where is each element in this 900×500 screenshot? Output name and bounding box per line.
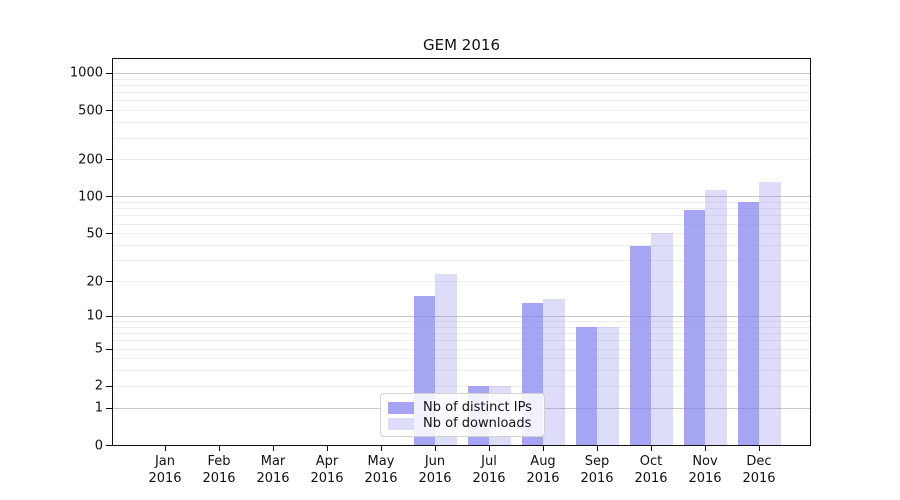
- minor-gridline: [113, 92, 810, 94]
- y-tick-label: 200: [78, 152, 103, 168]
- x-tick-mark: [435, 445, 436, 451]
- minor-gridline: [113, 202, 810, 204]
- minor-gridline: [113, 340, 810, 342]
- x-tick-mark: [273, 445, 274, 451]
- x-tick-label: Jul 2016: [472, 454, 506, 486]
- x-tick-label: Aug 2016: [526, 454, 560, 486]
- major-gridline: [113, 72, 810, 74]
- x-tick-label: Jun 2016: [418, 454, 452, 486]
- y-tick-mark: [106, 196, 113, 198]
- y-tick-mark: [106, 348, 113, 350]
- y-tick-mark: [106, 407, 113, 409]
- x-tick-label: Sep 2016: [580, 454, 614, 486]
- legend: Nb of distinct IPs Nb of downloads: [380, 393, 545, 437]
- bar-distinct-ips: [683, 209, 705, 445]
- major-gridline: [113, 196, 810, 198]
- y-tick-label: 5: [94, 341, 103, 357]
- minor-gridline: [113, 159, 810, 161]
- y-tick-label: 50: [86, 226, 103, 242]
- minor-gridline: [113, 321, 810, 322]
- x-tick-mark: [759, 445, 760, 451]
- y-tick-mark: [106, 233, 113, 235]
- minor-gridline: [113, 260, 810, 262]
- x-tick-mark: [219, 445, 220, 451]
- bar-distinct-ips: [629, 246, 651, 445]
- bar-downloads: [705, 189, 727, 445]
- legend-label-downloads: Nb of downloads: [423, 416, 532, 431]
- x-tick-label: Feb 2016: [202, 454, 236, 486]
- minor-gridline: [113, 208, 810, 210]
- plot-area: Nb of distinct IPs Nb of downloads 0 1 2 5 1…: [70, 58, 811, 486]
- minor-gridline: [113, 122, 810, 124]
- y-tick-label: 20: [86, 274, 103, 290]
- minor-gridline: [113, 370, 810, 372]
- y-tick-mark: [106, 385, 113, 387]
- minor-gridline: [113, 385, 810, 387]
- chart-title: GEM 2016: [423, 36, 500, 54]
- bar-downloads: [597, 326, 619, 445]
- minor-gridline: [113, 348, 810, 350]
- x-tick-mark: [489, 445, 490, 451]
- major-gridline: [113, 315, 810, 317]
- y-tick-label: 100: [78, 189, 103, 205]
- minor-gridline: [113, 281, 810, 283]
- y-tick-label: 10: [86, 308, 103, 324]
- x-tick-mark: [597, 445, 598, 451]
- x-tick-label: May 2016: [364, 454, 398, 486]
- x-tick-mark: [381, 445, 382, 451]
- x-tick-label: Nov 2016: [688, 454, 722, 486]
- y-tick-mark: [106, 445, 113, 446]
- x-tick-mark: [705, 445, 706, 451]
- legend-item-downloads: Nb of downloads: [388, 416, 536, 431]
- y-tick-label: 500: [78, 103, 103, 119]
- y-tick-label: 2: [94, 378, 103, 394]
- x-tick-mark: [543, 445, 544, 451]
- minor-gridline: [113, 326, 810, 328]
- y-tick-mark: [106, 159, 113, 161]
- legend-label-distinct-ips: Nb of distinct IPs: [423, 400, 532, 415]
- y-tick-label: 0: [94, 438, 103, 453]
- minor-gridline: [113, 333, 810, 335]
- minor-gridline: [113, 110, 810, 112]
- bar-distinct-ips: [737, 202, 759, 445]
- minor-gridline: [113, 84, 810, 86]
- minor-gridline: [113, 245, 810, 246]
- x-tick-label: Apr 2016: [310, 454, 344, 486]
- x-tick-mark: [327, 445, 328, 451]
- bar-downloads: [759, 182, 781, 445]
- minor-gridline: [113, 215, 810, 217]
- bar-distinct-ips: [575, 326, 597, 445]
- y-tick-mark: [106, 281, 113, 283]
- legend-swatch-distinct-ips: [388, 401, 414, 414]
- x-tick-label: Oct 2016: [634, 454, 668, 486]
- x-tick-label: Jan 2016: [148, 454, 182, 486]
- bar-downloads: [543, 299, 565, 445]
- minor-gridline: [113, 358, 810, 360]
- x-tick-label: Dec 2016: [742, 454, 776, 486]
- y-tick-mark: [106, 315, 113, 317]
- y-tick-label: 1000: [69, 65, 103, 81]
- y-tick-label: 1: [94, 400, 103, 416]
- minor-gridline: [113, 223, 810, 225]
- minor-gridline: [113, 233, 810, 235]
- x-tick-mark: [165, 445, 166, 451]
- y-tick-mark: [106, 110, 113, 112]
- x-tick-mark: [651, 445, 652, 451]
- y-tick-mark: [106, 72, 113, 74]
- minor-gridline: [113, 137, 810, 139]
- bar-downloads: [651, 233, 673, 445]
- minor-gridline: [113, 100, 810, 102]
- minor-gridline: [113, 78, 810, 80]
- x-tick-label: Mar 2016: [256, 454, 290, 486]
- legend-swatch-downloads: [388, 417, 414, 430]
- legend-item-distinct-ips: Nb of distinct IPs: [388, 400, 536, 415]
